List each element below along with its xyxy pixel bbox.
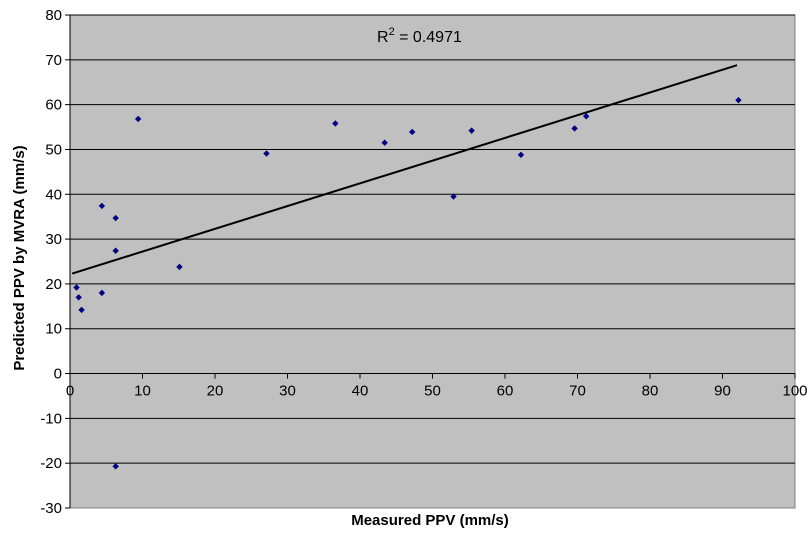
data-point — [112, 247, 119, 254]
x-tick-label: 0 — [66, 383, 74, 400]
x-tick-label: 80 — [642, 383, 659, 400]
x-tick-label: 50 — [424, 383, 441, 400]
data-point — [112, 463, 119, 470]
y-tick-label: -30 — [40, 500, 62, 517]
x-tick-label: 60 — [497, 383, 514, 400]
x-tick-label: 100 — [782, 383, 807, 400]
data-point — [176, 263, 183, 271]
gridlines — [69, 14, 795, 508]
data-point — [583, 113, 590, 120]
data-point — [112, 214, 119, 222]
data-points — [73, 96, 742, 470]
trendline — [71, 64, 738, 275]
data-point — [98, 202, 106, 210]
x-tick-label: 40 — [352, 383, 369, 400]
data-point — [571, 125, 578, 132]
data-point — [75, 294, 82, 301]
data-point — [468, 127, 475, 134]
x-tick-label: 70 — [569, 383, 586, 400]
x-tick-label: 30 — [279, 383, 296, 400]
y-tick-label: -10 — [40, 410, 62, 427]
y-tick-label: 70 — [45, 52, 62, 69]
y-tick-label: 60 — [45, 97, 62, 114]
data-point — [735, 96, 742, 104]
x-tick-label: 20 — [207, 383, 224, 400]
y-tick-label: -20 — [40, 455, 62, 472]
x-tick-label: 10 — [134, 383, 151, 400]
data-point — [73, 284, 80, 291]
y-tick-label: 20 — [45, 276, 62, 293]
x-tick-label: 90 — [714, 383, 731, 400]
y-tick-label: 30 — [45, 231, 62, 248]
y-tick-label: 40 — [45, 186, 62, 203]
data-point — [409, 128, 416, 136]
data-point — [517, 151, 525, 159]
data-point — [381, 139, 388, 146]
data-point — [450, 193, 457, 200]
y-axis-ticks: 80 70 60 50 40 30 20 10 0 -10 -20 -30 — [40, 7, 70, 517]
data-point — [98, 289, 106, 297]
plot-area — [69, 14, 796, 509]
y-tick-label: 10 — [45, 321, 62, 338]
data-point — [78, 306, 85, 314]
x-axis-ticks: 0 10 20 30 40 50 60 70 80 90 100 — [66, 373, 808, 400]
r-squared-annotation: R2 = 0.4971 — [377, 26, 462, 46]
y-tick-label: 0 — [54, 366, 62, 383]
data-point — [134, 115, 142, 123]
y-tick-label: 80 — [45, 7, 62, 24]
data-point — [332, 120, 339, 127]
y-axis-title: Predicted PPV by MVRA (mm/s) — [11, 145, 28, 370]
x-axis-title: Measured PPV (mm/s) — [351, 512, 509, 529]
y-tick-label: 50 — [45, 141, 62, 158]
data-point — [263, 150, 270, 157]
trendline-layer — [71, 64, 738, 275]
